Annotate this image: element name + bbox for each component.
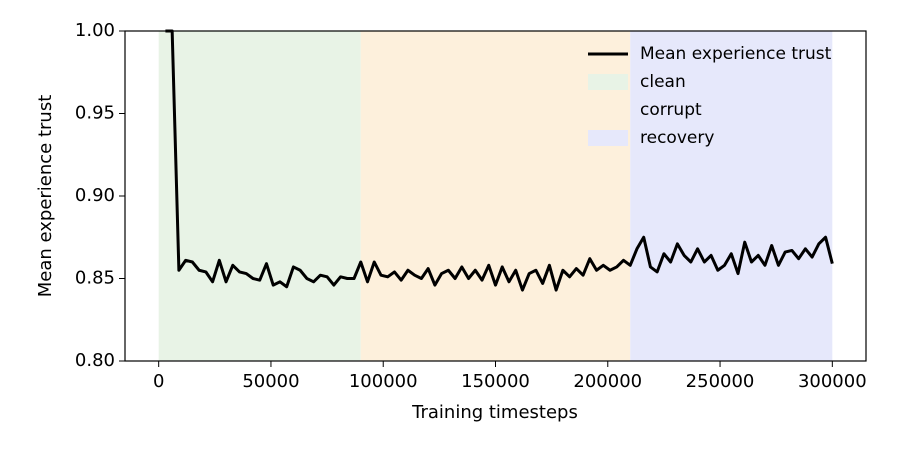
legend-swatch bbox=[588, 102, 628, 118]
x-tick-label: 50000 bbox=[242, 371, 299, 392]
plot-frame bbox=[124, 30, 867, 362]
shaded-span bbox=[630, 31, 833, 361]
legend-label: clean bbox=[640, 72, 686, 92]
legend: Mean experience trust clean corrupt recover… bbox=[588, 44, 832, 148]
y-tick-label: 0.95 bbox=[75, 103, 115, 124]
legend-swatch bbox=[588, 74, 628, 90]
legend-label: corrupt bbox=[640, 100, 702, 120]
x-tick-label: 150000 bbox=[461, 371, 530, 392]
y-tick-label: 0.85 bbox=[75, 268, 115, 289]
y-tick-label: 1.00 bbox=[75, 20, 115, 41]
y-tick-label: 0.80 bbox=[75, 350, 115, 371]
shaded-span bbox=[360, 31, 631, 361]
legend-swatch bbox=[588, 130, 628, 146]
y-tick-label: 0.90 bbox=[75, 185, 115, 206]
x-axis-label: Training timesteps bbox=[411, 402, 578, 423]
x-tick-label: 100000 bbox=[349, 371, 418, 392]
shaded-span bbox=[158, 31, 361, 361]
x-tick-label: 250000 bbox=[686, 371, 755, 392]
x-tick-label: 300000 bbox=[798, 371, 867, 392]
data-line bbox=[165, 29, 834, 292]
y-axis-label: Mean experience trust bbox=[35, 95, 56, 298]
x-tick-label: 200000 bbox=[573, 371, 642, 392]
legend-label: Mean experience trust bbox=[640, 44, 832, 64]
x-tick-label: 0 bbox=[153, 371, 164, 392]
legend-label: recovery bbox=[640, 128, 714, 148]
